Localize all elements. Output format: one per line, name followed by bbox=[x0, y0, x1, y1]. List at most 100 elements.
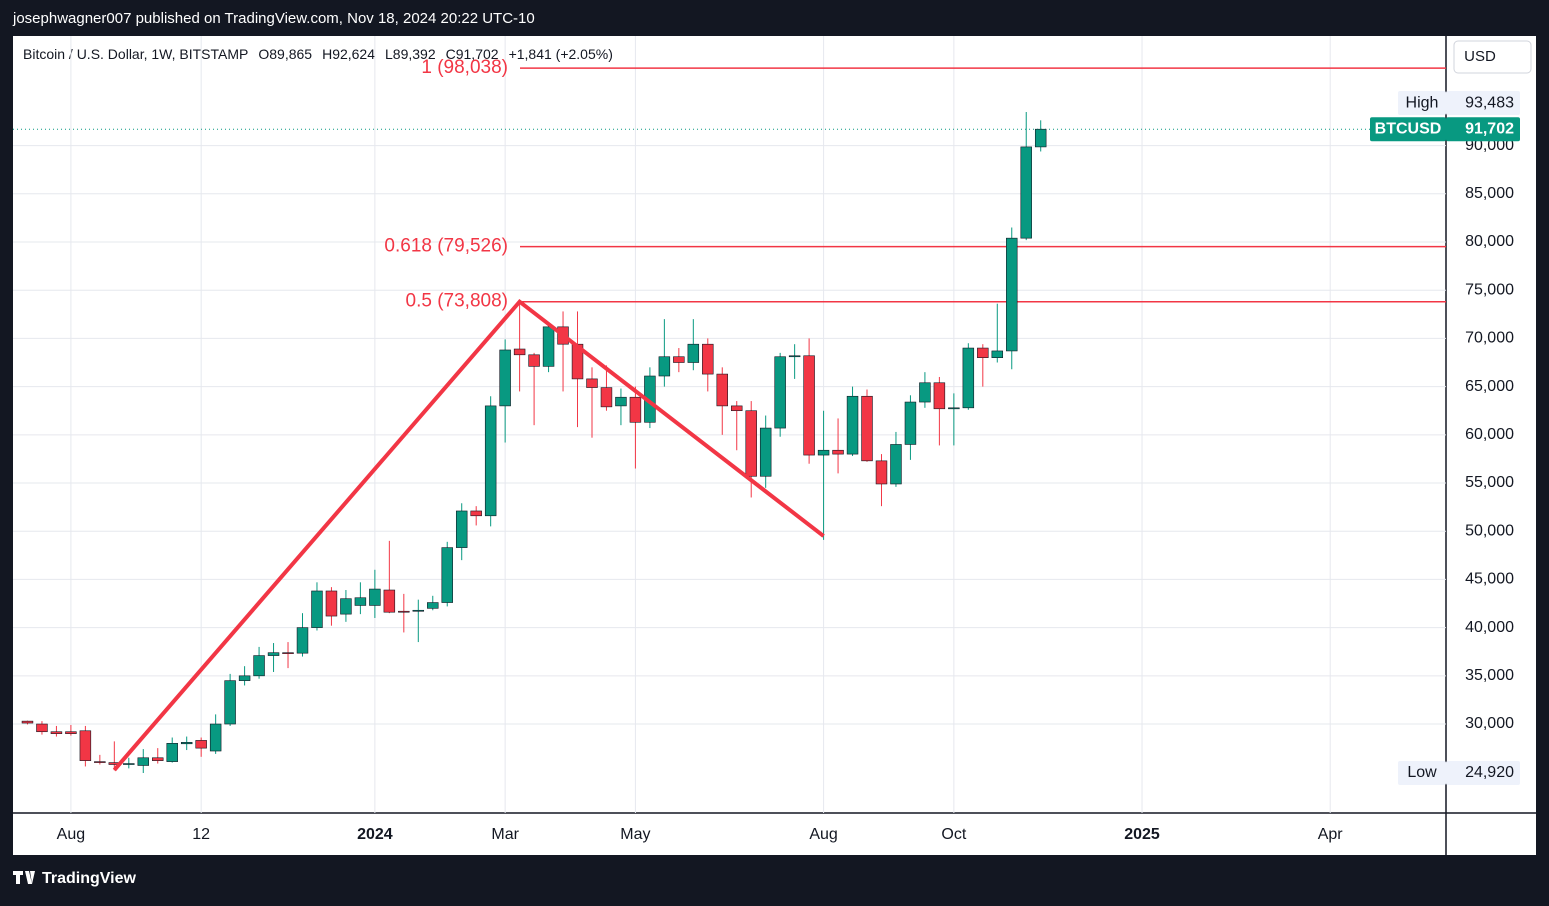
candle-body bbox=[36, 723, 48, 733]
candle-body bbox=[296, 627, 309, 654]
marker-name-box bbox=[1398, 91, 1446, 116]
candle-body bbox=[774, 356, 786, 429]
y-tick-label: 50,000 bbox=[1465, 522, 1514, 539]
candle-body bbox=[1006, 237, 1018, 352]
candle-body bbox=[745, 410, 757, 477]
candle-body bbox=[282, 652, 294, 654]
marker-name: Low bbox=[1407, 764, 1437, 781]
candle-body bbox=[803, 355, 815, 456]
candle-body bbox=[991, 350, 1004, 358]
marker-value: 91,702 bbox=[1465, 120, 1514, 137]
x-tick-label: May bbox=[620, 826, 650, 843]
candle-body bbox=[542, 326, 555, 367]
y-tick-label: 55,000 bbox=[1465, 474, 1514, 491]
x-tick-label: Oct bbox=[941, 826, 966, 843]
legend-value: +1,841 (+2.05%) bbox=[509, 46, 613, 62]
candle-body bbox=[977, 347, 989, 358]
logo-icon bbox=[13, 871, 35, 884]
chart-area bbox=[13, 36, 1536, 855]
candle-body bbox=[658, 356, 671, 377]
candle-body bbox=[846, 395, 859, 455]
currency-button[interactable] bbox=[1453, 40, 1532, 74]
legend-value: C91,702 bbox=[446, 46, 499, 62]
legend-value: H92,624 bbox=[322, 46, 375, 62]
candle-body bbox=[441, 547, 453, 603]
marker-value-box bbox=[1446, 760, 1520, 785]
candle-body bbox=[499, 349, 511, 407]
candle-body bbox=[716, 373, 728, 407]
candle-body bbox=[50, 731, 63, 734]
candle-body bbox=[195, 740, 207, 749]
x-tick-label: Mar bbox=[491, 826, 519, 843]
candle-body bbox=[788, 355, 801, 358]
candle-body bbox=[137, 757, 150, 766]
candle-body bbox=[238, 675, 251, 681]
fib-label: 0.618 (79,526) bbox=[384, 236, 508, 257]
candle-body bbox=[1034, 128, 1047, 148]
candle-body bbox=[919, 382, 931, 403]
trend-line bbox=[112, 298, 825, 772]
candle-body bbox=[832, 449, 844, 455]
y-tick-label: 80,000 bbox=[1465, 233, 1514, 250]
footer-logo: TradingView bbox=[42, 870, 137, 887]
candle-body bbox=[21, 720, 34, 724]
fib-label: 1 (98,038) bbox=[421, 57, 508, 78]
y-tick-label: 35,000 bbox=[1465, 667, 1514, 684]
candle-body bbox=[325, 590, 338, 617]
candle-body bbox=[398, 610, 410, 613]
candle-body bbox=[369, 588, 381, 606]
x-tick-label: Aug bbox=[809, 826, 837, 843]
candle-body bbox=[890, 444, 902, 485]
candle-body bbox=[383, 589, 396, 613]
candle-body bbox=[65, 731, 77, 734]
candle-body bbox=[427, 602, 439, 609]
fib-label: 0.5 (73,808) bbox=[406, 291, 508, 312]
candle-body bbox=[224, 680, 236, 725]
y-tick-label: 30,000 bbox=[1465, 715, 1514, 732]
candle-body bbox=[513, 348, 526, 356]
candle-body bbox=[267, 652, 280, 656]
candle-body bbox=[962, 347, 975, 409]
candle-body bbox=[731, 405, 743, 412]
y-tick-label: 85,000 bbox=[1465, 185, 1514, 202]
marker-value-box bbox=[1446, 91, 1520, 116]
plot: 1 (98,038) 0.618 (79,526) 0.5 (73,808) bbox=[13, 57, 1446, 773]
x-tick-label: 2024 bbox=[357, 826, 393, 843]
candle-body bbox=[673, 356, 685, 363]
candle-body bbox=[79, 730, 92, 761]
x-tick-label: Apr bbox=[1318, 826, 1344, 843]
candle-body bbox=[123, 763, 135, 765]
candle-body bbox=[702, 343, 714, 375]
candle-body bbox=[948, 407, 960, 410]
header: josephwagner007 published on TradingView… bbox=[12, 10, 535, 27]
candle-body bbox=[412, 609, 425, 612]
candle-body bbox=[759, 427, 772, 477]
candle-body bbox=[470, 510, 482, 517]
candle-body bbox=[1020, 146, 1032, 239]
x-tick-label: Aug bbox=[57, 826, 85, 843]
marker-value: 24,920 bbox=[1465, 764, 1514, 781]
candle-body bbox=[615, 396, 627, 407]
legend: Bitcoin / U.S. Dollar, 1W, BITSTAMP O89,8… bbox=[23, 46, 613, 62]
y-tick-label: 70,000 bbox=[1465, 330, 1514, 347]
candle-body bbox=[180, 742, 193, 745]
candle-body bbox=[209, 723, 222, 752]
candle-body bbox=[528, 354, 540, 367]
legend-value: O89,865 bbox=[258, 46, 312, 62]
candle-body bbox=[817, 449, 830, 456]
symbol: Bitcoin / U.S. Dollar, 1W, BITSTAMP bbox=[23, 46, 248, 62]
marker-value: 93,483 bbox=[1465, 94, 1514, 111]
candle-body bbox=[586, 378, 598, 388]
marker-name-box bbox=[1370, 117, 1446, 142]
legend-value: L89,392 bbox=[385, 46, 436, 62]
candle-body bbox=[861, 395, 873, 462]
y-tick-label: 75,000 bbox=[1465, 281, 1514, 298]
candle-body bbox=[166, 743, 178, 762]
candle-body bbox=[484, 405, 497, 517]
candle-body bbox=[354, 597, 367, 606]
candle-body bbox=[933, 382, 946, 410]
candle-body bbox=[311, 590, 323, 628]
y-tick-label: 40,000 bbox=[1465, 619, 1514, 636]
